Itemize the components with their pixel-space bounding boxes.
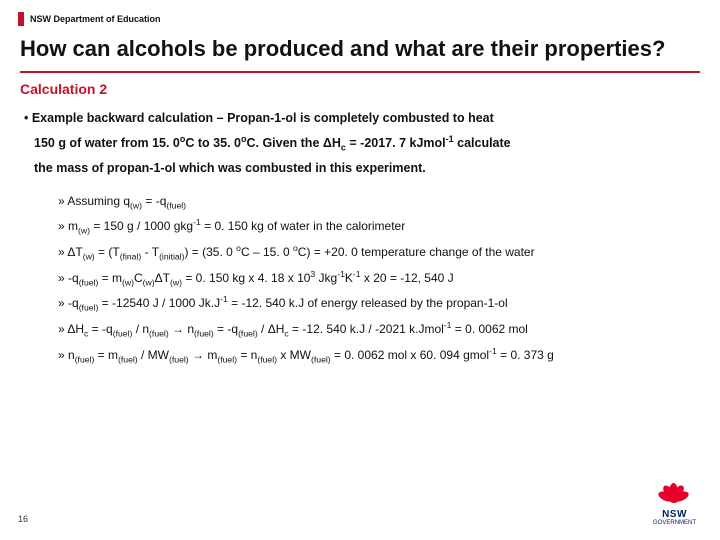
- step-5: » -q(fuel) = -12540 J / 1000 Jk.J-1 = -1…: [58, 291, 692, 317]
- accent-bar: [18, 12, 24, 26]
- title-rule: [20, 71, 700, 73]
- logo-text: NSW: [653, 509, 696, 520]
- step-6: » ΔHc = -q(fuel) / n(fuel) → n(fuel) = -…: [58, 317, 692, 343]
- nsw-logo: NSW GOVERNMENT: [653, 475, 696, 526]
- step-3: » ΔT(w) = (T(final) - T(initial)) = (35.…: [58, 240, 692, 266]
- subheading: Calculation 2: [0, 81, 720, 107]
- department-label: NSW Department of Education: [30, 14, 161, 24]
- calculation-steps: » Assuming q(w) = -q(fuel) » m(w) = 150 …: [24, 183, 692, 369]
- bullet-text-3: the mass of propan-1-ol which was combus…: [24, 157, 692, 181]
- step-2: » m(w) = 150 g / 1000 gkg-1 = 0. 150 kg …: [58, 214, 692, 240]
- step-7: » n(fuel) = m(fuel) / MW(fuel) → m(fuel)…: [58, 343, 692, 369]
- header: NSW Department of Education: [0, 0, 720, 26]
- step-4: » -q(fuel) = m(w)C(w)ΔT(w) = 0. 150 kg x…: [58, 266, 692, 292]
- bullet-text-1: • Example backward calculation – Propan-…: [24, 111, 494, 125]
- bullet-text-2: 150 g of water from 15. 0oC to 35. 0oC. …: [24, 131, 692, 157]
- bullet-1: • Example backward calculation – Propan-…: [24, 107, 692, 180]
- page-number: 16: [18, 514, 28, 524]
- problem-statement: • Example backward calculation – Propan-…: [0, 107, 720, 368]
- waratah-icon: [655, 475, 693, 507]
- step-1: » Assuming q(w) = -q(fuel): [58, 189, 692, 215]
- page-title: How can alcohols be produced and what ar…: [0, 26, 720, 67]
- logo-subtext: GOVERNMENT: [653, 520, 696, 526]
